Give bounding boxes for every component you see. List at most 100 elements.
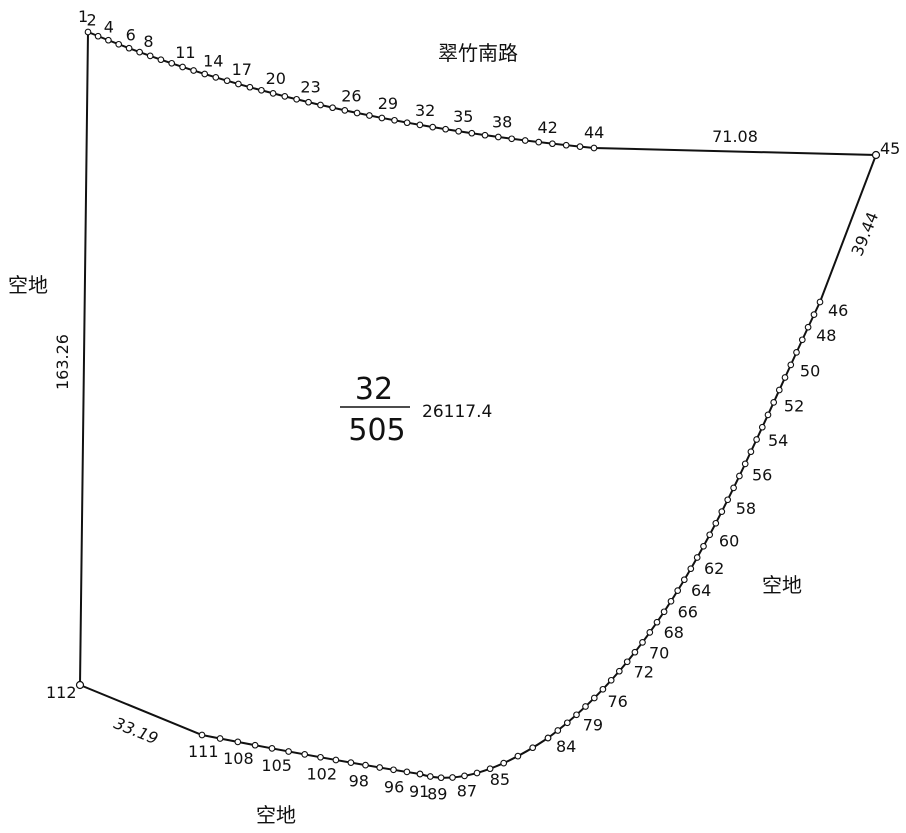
right-vertex-marker — [816, 298, 824, 306]
bottom-vertex-label: 105 — [261, 756, 292, 775]
dimension-bottom-left: 33.19 — [111, 714, 161, 749]
top-vertex-marker — [508, 135, 516, 143]
right-vertex-marker — [646, 629, 654, 636]
right-vertex-marker — [639, 639, 646, 646]
top-vertex-label: 44 — [584, 123, 604, 142]
right-vertex-marker — [724, 496, 732, 504]
bottom-vertex-marker — [317, 753, 324, 761]
top-vertex-label: 26 — [341, 87, 361, 106]
top-vertex-marker — [353, 109, 361, 117]
right-vertex-marker — [615, 667, 623, 675]
vertex-markers — [75, 28, 881, 782]
bottom-right-vertex-marker — [449, 774, 456, 781]
bottom-vertex-marker — [362, 761, 369, 769]
right-vertex-marker — [706, 531, 714, 539]
top-vertex-marker — [366, 112, 373, 119]
right-vertex-marker — [660, 608, 668, 616]
right-vertex-marker — [764, 411, 772, 419]
bottom-right-vertex-marker — [437, 774, 445, 782]
bottom-vertex-marker — [198, 731, 206, 739]
right-vertex-marker — [775, 386, 783, 394]
top-vertex-marker — [168, 59, 176, 67]
top-vertex-label: 20 — [266, 69, 286, 88]
top-vertex-marker — [136, 48, 143, 56]
bottom-vertex-marker — [251, 741, 259, 749]
top-vertex-marker — [179, 63, 186, 71]
top-vertex-marker — [403, 119, 411, 127]
right-vertex-marker — [718, 508, 726, 515]
top-vertex-label: 8 — [143, 32, 153, 51]
right-vertex-label: 58 — [736, 499, 756, 518]
right-vertex-label: 54 — [768, 431, 788, 450]
right-vertex-marker — [770, 399, 778, 406]
bottom-vertex-label: 89 — [427, 785, 447, 804]
top-vertex-marker — [535, 138, 543, 146]
top-vertex-marker — [84, 28, 92, 36]
top-vertex-label: 35 — [453, 107, 473, 126]
top-vertex-marker — [105, 36, 112, 44]
right-vertex-label: 52 — [784, 397, 804, 416]
corner-vertex-marker — [75, 680, 85, 690]
right-vertex-label: 79 — [583, 715, 603, 734]
bottom-right-vertex-marker — [500, 759, 508, 767]
right-vertex-label: 62 — [704, 559, 724, 578]
right-vertex-label: 56 — [752, 465, 772, 484]
right-vertex-label: 66 — [678, 602, 698, 621]
top-vertex-marker — [258, 86, 265, 94]
top-vertex-marker — [455, 127, 462, 135]
right-vertex-marker — [736, 472, 743, 480]
top-vertex-label: 32 — [415, 101, 435, 120]
top-vertex-label: 6 — [126, 26, 136, 45]
right-vertex-marker — [590, 694, 598, 702]
top-vertex-marker — [146, 52, 154, 60]
bottom-vertex-label: 91 — [409, 782, 429, 801]
top-vertex-marker — [329, 104, 336, 112]
bottom-vertex-marker — [332, 756, 340, 764]
top-vertex-marker — [115, 40, 123, 48]
right-vertex-label: 70 — [649, 643, 669, 662]
right-vertex-label: 84 — [556, 737, 576, 756]
bottom-vertex-marker — [234, 738, 242, 746]
bottom-right-vertex-marker — [426, 773, 434, 780]
corner-vertex-marker — [871, 150, 881, 160]
right-vertex-marker — [810, 311, 818, 318]
bottom-vertex-marker — [416, 770, 424, 778]
top-vertex-marker — [442, 125, 449, 133]
right-vertex-marker — [693, 554, 701, 561]
right-vertex-marker — [747, 448, 755, 456]
top-vertex-label: 29 — [378, 94, 398, 113]
road-label: 翠竹南路 — [438, 41, 518, 65]
right-vertex-marker — [700, 542, 707, 550]
top-vertex-marker — [94, 32, 102, 40]
top-vertex-marker — [549, 140, 556, 148]
top-vertex-label: 4 — [104, 17, 114, 36]
top-vertex-label: 38 — [492, 113, 512, 132]
right-vertex-marker — [798, 336, 806, 344]
right-vertex-marker — [607, 676, 615, 684]
top-vertex-marker — [235, 80, 242, 88]
top-vertex-marker — [201, 70, 209, 78]
right-vertex-label: 76 — [608, 692, 628, 711]
right-vertex-marker — [554, 727, 562, 734]
top-vertex-marker — [223, 77, 231, 85]
top-vertex-marker — [269, 90, 277, 97]
right-vertex-marker — [653, 618, 661, 626]
top-vertex-label: 23 — [300, 78, 320, 97]
vacant-label-right: 空地 — [762, 573, 802, 597]
top-vertex-marker — [391, 116, 398, 124]
bottom-vertex-marker — [347, 759, 355, 766]
right-vertex-marker — [680, 576, 688, 584]
right-vertex-marker — [631, 648, 639, 656]
parcel-denominator: 505 — [348, 413, 405, 448]
bottom-vertex-marker — [301, 751, 309, 758]
top-vertex-label: 14 — [203, 52, 223, 71]
right-vertex-marker — [599, 685, 607, 693]
top-vertex-marker — [521, 137, 529, 144]
parcel-numerator: 32 — [355, 372, 393, 407]
top-vertex-marker — [416, 121, 424, 129]
vertex-labels: 12 4 6 811 14 17 20 23 26 29 32 35 38 42 4445112464850… — [46, 7, 900, 804]
bottom-right-vertex-marker — [529, 744, 537, 752]
top-vertex-label: 11 — [175, 43, 195, 62]
bottom-vertex-label: 96 — [384, 778, 404, 797]
